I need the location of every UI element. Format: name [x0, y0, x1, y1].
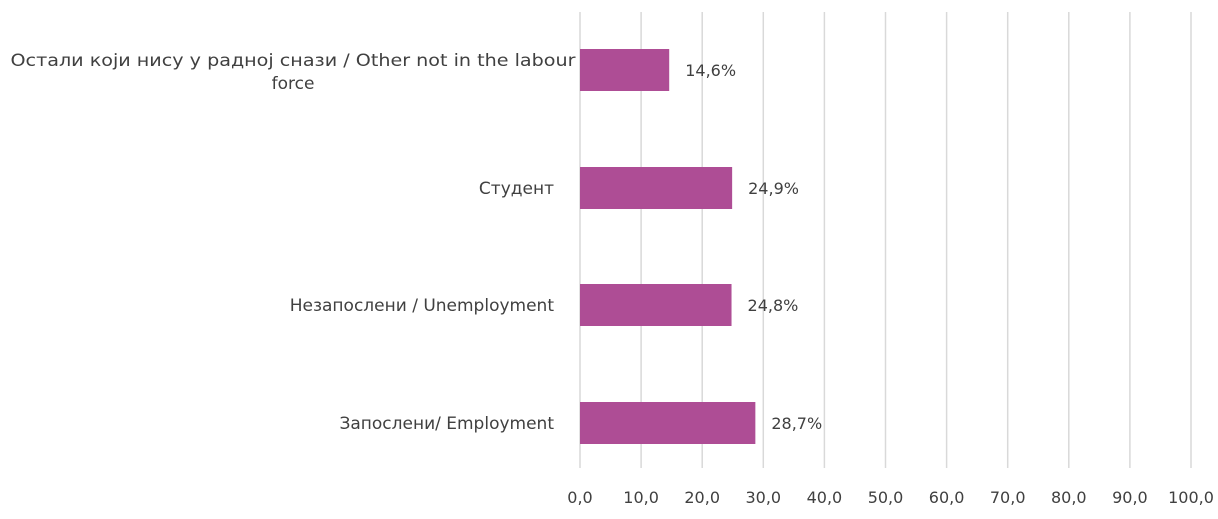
data-label: 24,9%: [748, 179, 799, 198]
x-tick-label: 40,0: [807, 488, 843, 507]
data-labels: 14,6% 24,9% 24,8% 28,7%: [685, 61, 822, 433]
data-label: 14,6%: [685, 61, 736, 80]
x-tick-label: 20,0: [684, 488, 720, 507]
bar: [580, 49, 670, 91]
bar: [580, 167, 733, 209]
x-tick-label: 100,0: [1168, 488, 1214, 507]
x-axis-tick-labels: 0,0 10,0 20,0 30,0 40,0 50,0 60,0 70,0 80,0 90,0 1…: [567, 488, 1214, 507]
category-labels: Остали који нису у радној снази / Other …: [11, 51, 576, 434]
data-label: 28,7%: [771, 414, 822, 433]
gridlines: [579, 12, 1192, 468]
category-label: Остали који нису у радној снази / Other …: [11, 51, 576, 71]
category-label: Запослени/ Employment: [339, 414, 554, 434]
x-tick-label: 70,0: [990, 488, 1026, 507]
bar: [580, 284, 732, 326]
x-tick-label: 0,0: [567, 488, 592, 507]
category-label-line2: force: [272, 74, 315, 94]
x-tick-label: 80,0: [1051, 488, 1087, 507]
category-label: Незапослени / Unemployment: [290, 296, 555, 316]
x-tick-label: 10,0: [623, 488, 659, 507]
bars: [580, 49, 756, 444]
x-tick-label: 30,0: [745, 488, 781, 507]
x-tick-label: 90,0: [1112, 488, 1148, 507]
data-label: 24,8%: [748, 296, 799, 315]
category-label: Студент: [479, 179, 554, 199]
bar: [580, 402, 756, 444]
x-tick-label: 50,0: [868, 488, 904, 507]
x-tick-label: 60,0: [929, 488, 965, 507]
